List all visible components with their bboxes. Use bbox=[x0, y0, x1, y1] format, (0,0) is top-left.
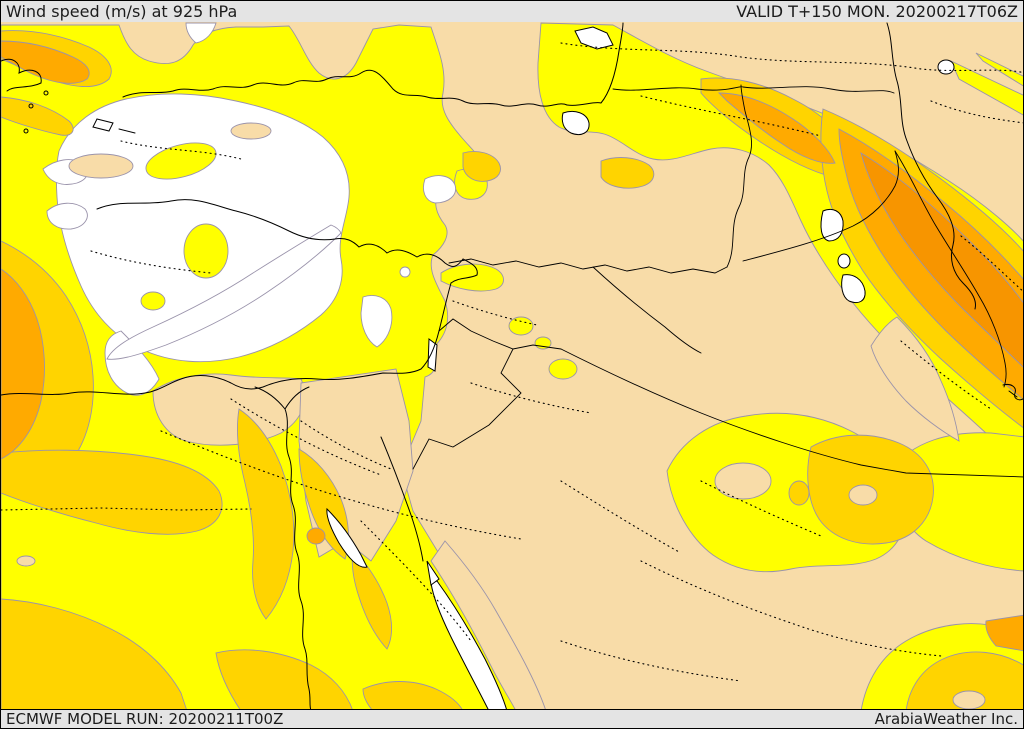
page-title: Wind speed (m/s) at 925 hPa bbox=[6, 2, 238, 21]
header-bar: Wind speed (m/s) at 925 hPa VALID T+150 … bbox=[1, 1, 1023, 22]
gulf-of-aqaba bbox=[380, 436, 424, 562]
georgia-coast bbox=[566, 22, 624, 106]
coastlines bbox=[1, 22, 1023, 711]
lake-urmia bbox=[820, 208, 844, 242]
east-med-calm-region bbox=[106, 224, 342, 360]
nile-river bbox=[284, 408, 312, 711]
anatolia-yellow-spots bbox=[68, 142, 229, 311]
zagros-deep-core bbox=[860, 152, 1023, 368]
south-turkey-coast bbox=[96, 199, 478, 284]
attribution-label: ArabiaWeather Inc. bbox=[874, 710, 1018, 728]
valid-time-label: VALID T+150 MON. 20200217T06Z bbox=[736, 2, 1018, 21]
dotted-boundaries bbox=[1, 42, 1023, 682]
lake-van bbox=[574, 26, 614, 50]
model-run-label: ECMWF MODEL RUN: 20200211T00Z bbox=[6, 710, 284, 728]
levant-coast bbox=[1, 282, 452, 396]
lake-assad bbox=[561, 110, 590, 136]
caspian-coast bbox=[886, 22, 976, 310]
footer-bar: ECMWF MODEL RUN: 20200211T00Z ArabiaWeat… bbox=[1, 709, 1023, 728]
wind-speed-map bbox=[1, 22, 1023, 711]
dead-sea bbox=[427, 338, 438, 372]
gulf-of-suez bbox=[326, 507, 368, 568]
lakes-and-gulfs bbox=[326, 26, 866, 711]
orange-wind-regions bbox=[1, 40, 1023, 652]
country-borders bbox=[412, 84, 1023, 478]
aegean-coast bbox=[1, 58, 42, 92]
black-sea-coast bbox=[122, 69, 568, 107]
red-sea bbox=[430, 580, 508, 711]
persian-gulf-head bbox=[1002, 384, 1023, 401]
